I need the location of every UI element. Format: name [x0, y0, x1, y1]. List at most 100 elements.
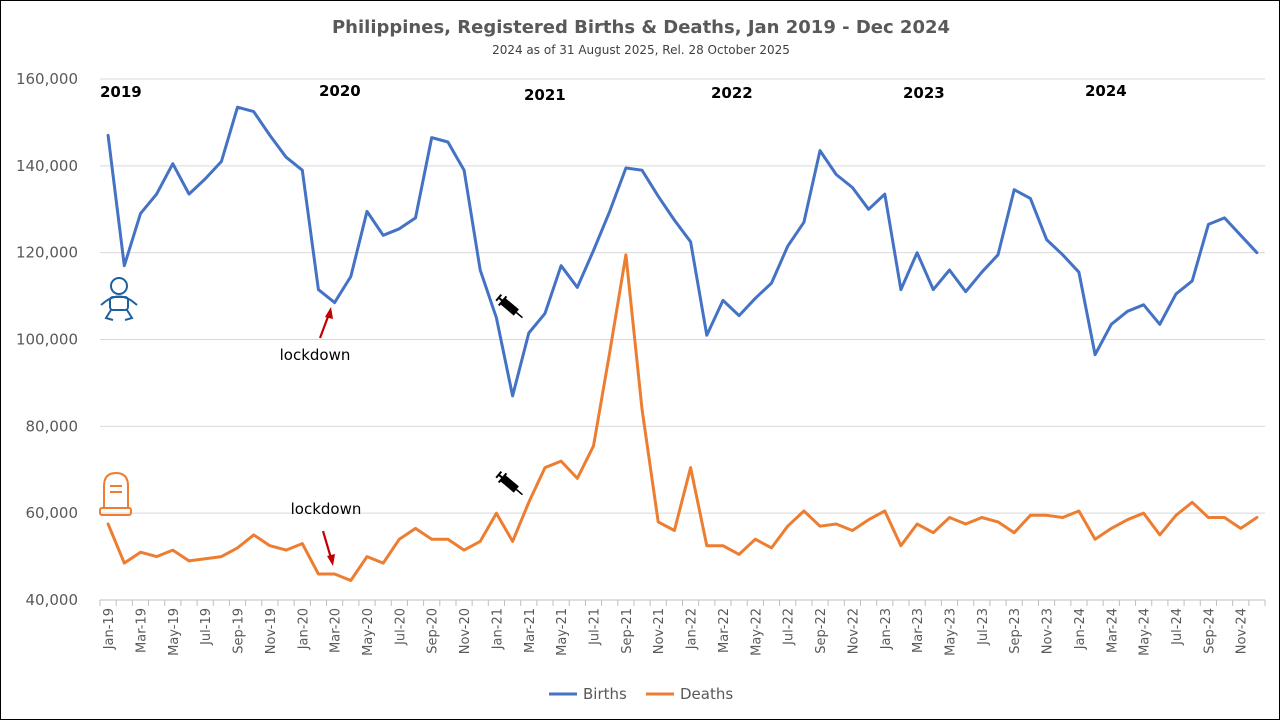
data-point-births: [948, 269, 951, 272]
annotations: lockdown lockdown: [99, 277, 523, 566]
data-point-deaths: [705, 544, 708, 547]
data-point-births: [139, 212, 142, 215]
data-point-deaths: [317, 573, 320, 576]
data-point-deaths: [1094, 538, 1097, 541]
data-point-deaths: [1158, 533, 1161, 536]
year-label: 2023: [903, 84, 945, 102]
data-point-births: [883, 193, 886, 196]
data-point-deaths: [624, 253, 627, 256]
y-axis-ticks: 40,000 60,000 80,000 100,000 120,000 140,000 1…: [16, 70, 78, 609]
data-point-births: [867, 208, 870, 211]
data-point-deaths: [349, 579, 352, 582]
data-point-births: [544, 312, 547, 315]
data-point-deaths: [1045, 514, 1048, 517]
data-point-deaths: [398, 538, 401, 541]
data-point-births: [1158, 323, 1161, 326]
x-tick-label: Jan-23: [879, 608, 894, 650]
syringe-icon: [495, 471, 523, 496]
data-point-births: [916, 251, 919, 254]
data-point-deaths: [155, 555, 158, 558]
data-point-births: [301, 169, 304, 172]
data-point-births: [1191, 279, 1194, 282]
series-line-deaths: [106, 253, 1259, 582]
data-point-deaths: [916, 523, 919, 526]
series-line-births: [106, 105, 1259, 398]
data-point-deaths: [1223, 516, 1226, 519]
data-point-births: [1239, 234, 1242, 237]
data-point-deaths: [544, 466, 547, 469]
lockdown-label-deaths: lockdown: [291, 500, 362, 518]
x-tick-label: Mar-21: [523, 608, 538, 653]
x-tick-label: Sep-23: [1008, 608, 1023, 654]
data-point-births: [624, 167, 627, 170]
x-tick-label: Nov-22: [846, 608, 861, 654]
y-tick-label: 140,000: [16, 157, 78, 175]
x-tick-label: Jul-21: [588, 608, 603, 646]
x-tick-label: May-21: [555, 608, 570, 656]
data-point-deaths: [964, 523, 967, 526]
data-point-births: [560, 264, 563, 267]
data-point-births: [382, 234, 385, 237]
x-tick-label: Sep-20: [426, 608, 441, 654]
data-point-births: [932, 288, 935, 291]
y-tick-label: 160,000: [16, 70, 78, 88]
x-tick-label: Mar-23: [911, 608, 926, 653]
data-point-deaths: [932, 531, 935, 534]
data-point-deaths: [1175, 514, 1178, 517]
data-point-births: [1029, 197, 1032, 200]
x-tick-label: Mar-22: [717, 608, 732, 653]
data-point-births: [592, 249, 595, 252]
data-point-births: [1175, 292, 1178, 295]
data-point-deaths: [1207, 516, 1210, 519]
data-point-births: [511, 394, 514, 397]
data-point-deaths: [673, 529, 676, 532]
data-point-deaths: [980, 516, 983, 519]
data-point-deaths: [285, 549, 288, 552]
data-point-births: [171, 162, 174, 165]
data-point-births: [770, 282, 773, 285]
x-tick-label: Nov-19: [264, 608, 279, 654]
data-point-births: [851, 186, 854, 189]
data-point-deaths: [171, 549, 174, 552]
data-point-deaths: [1255, 516, 1258, 519]
data-point-births: [608, 210, 611, 213]
data-point-deaths: [1077, 510, 1080, 513]
year-labels: 2019 2020 2021 2022 2023 2024: [100, 82, 1127, 104]
tombstone-icon: [99, 471, 132, 516]
y-tick-label: 60,000: [26, 504, 79, 522]
data-point-deaths: [899, 544, 902, 547]
data-point-births: [236, 106, 239, 109]
data-point-births: [689, 240, 692, 243]
data-point-deaths: [851, 529, 854, 532]
data-point-births: [819, 149, 822, 152]
data-point-deaths: [204, 557, 207, 560]
data-point-births: [349, 275, 352, 278]
x-tick-label: May-20: [361, 608, 376, 656]
data-point-births: [641, 169, 644, 172]
data-point-births: [1110, 323, 1113, 326]
x-tick-label: Jan-21: [490, 608, 505, 650]
x-tick-label: May-19: [167, 608, 182, 656]
data-point-deaths: [479, 540, 482, 543]
data-point-births: [1207, 223, 1210, 226]
x-tick-label: Sep-24: [1202, 608, 1217, 654]
x-tick-label: Sep-22: [814, 608, 829, 654]
data-point-births: [446, 141, 449, 144]
legend-label-births: Births: [583, 685, 627, 703]
data-point-deaths: [997, 520, 1000, 523]
data-point-births: [1045, 238, 1048, 241]
x-axis-tick-labels: Jan-19 Mar-19 May-19 Jul-19 Sep-19 Nov-19 Jan-…: [102, 608, 1250, 656]
data-point-deaths: [1110, 527, 1113, 530]
data-point-deaths: [527, 501, 530, 504]
data-point-deaths: [592, 444, 595, 447]
data-point-deaths: [689, 466, 692, 469]
data-point-births: [899, 288, 902, 291]
data-point-births: [188, 193, 191, 196]
data-point-births: [738, 314, 741, 317]
data-point-births: [495, 316, 498, 319]
data-point-deaths: [220, 555, 223, 558]
series-lines: [106, 105, 1259, 582]
data-point-deaths: [802, 510, 805, 513]
data-point-deaths: [236, 546, 239, 549]
x-axis: [99, 599, 1266, 606]
